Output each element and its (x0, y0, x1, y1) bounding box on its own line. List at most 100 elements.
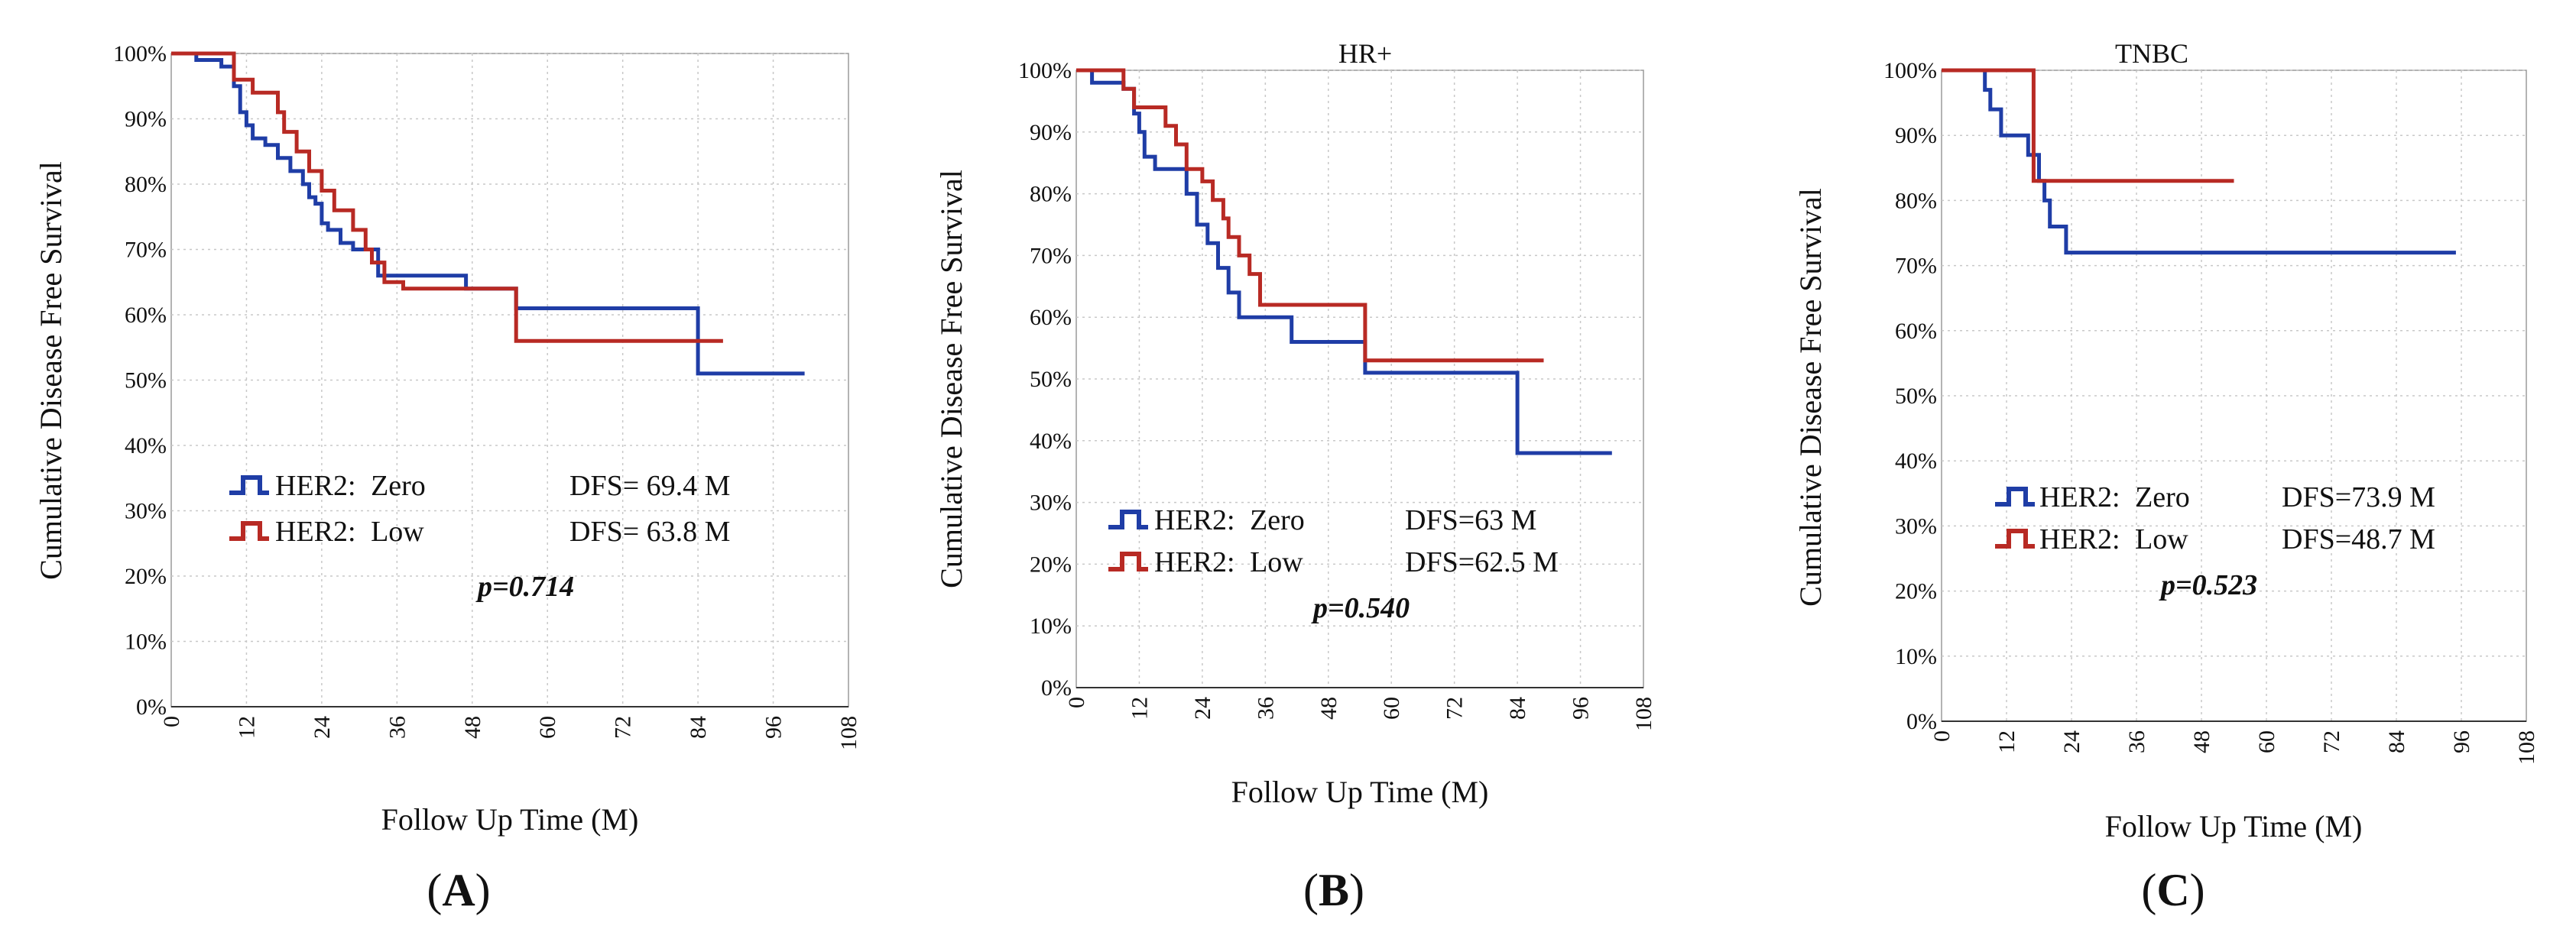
legend-swatch-low (1995, 529, 2035, 549)
legend-item-her2-zero: HER2: Zero DFS= 69.4 M (229, 470, 730, 502)
p-value: p=0.714 (475, 571, 574, 603)
svg-text:HER2: Low: HER2: Low (2039, 523, 2188, 555)
panel-c: 0% 10% 20% 30% 40% 50% 60% 70% 80% 90% 100% 0 12 24 3… (1793, 38, 2539, 915)
x-tick-labels: 0 12 24 36 48 60 72 84 96 108 (1064, 697, 1656, 731)
gridlines (1076, 70, 1643, 688)
legend-swatch-zero (229, 475, 269, 495)
y-tick-label: 70% (1895, 254, 1937, 279)
panel-b: 0% 10% 20% 30% 40% 50% 60% 70% 80% 90% 100% 0 12 24 3… (934, 38, 1656, 915)
svg-text:HER2: Low: HER2: Low (1154, 546, 1303, 578)
x-tick-label: 60 (2254, 730, 2279, 753)
y-tick-label: 50% (1030, 367, 1072, 392)
svg-text:HER2: Low: HER2: Low (275, 516, 424, 548)
x-tick-label: 24 (310, 716, 335, 739)
x-tick-label: 72 (1442, 697, 1468, 720)
legend-swatch-zero (1108, 510, 1148, 529)
legend-label-zero-main: HER2: (2039, 481, 2120, 513)
x-tick-label: 48 (2189, 730, 2214, 753)
x-tick-labels: 0 12 24 36 48 60 72 84 96 108 (159, 716, 861, 750)
y-tick-label: 80% (1030, 182, 1072, 207)
gridlines (1942, 70, 2526, 721)
km-curve-her2-low (1942, 68, 2234, 183)
legend-label-zero-main: HER2: (1154, 504, 1235, 536)
legend-stat-low: DFS= 63.8 M (569, 516, 730, 548)
km-curve-her2-low (171, 51, 723, 343)
x-tick-label: 84 (686, 716, 711, 739)
y-tick-label: 90% (1030, 120, 1072, 145)
x-tick-label: 96 (761, 716, 787, 739)
km-curve-her2-zero (1942, 68, 2456, 255)
y-tick-label: 50% (1895, 384, 1937, 409)
y-tick-label: 50% (125, 368, 167, 393)
x-tick-label: 108 (836, 716, 861, 750)
y-tick-label: 10% (1030, 614, 1072, 639)
legend-stat-zero: DFS=63 M (1405, 504, 1536, 536)
p-value: p=0.523 (2159, 569, 2257, 601)
x-tick-label: 84 (1505, 697, 1530, 720)
legend-stat-low: DFS=62.5 M (1405, 546, 1559, 578)
y-tick-label: 70% (1030, 243, 1072, 268)
y-tick-label: 30% (1895, 513, 1937, 539)
x-tick-label: 24 (1190, 697, 1215, 720)
series-layer (171, 51, 805, 376)
y-tick-label: 10% (125, 630, 167, 655)
y-tick-label: 0% (1041, 675, 1072, 701)
legend-label-zero-sub: Zero (2135, 481, 2190, 513)
y-tick-label: 0% (136, 694, 167, 720)
svg-text:(C): (C) (2141, 865, 2205, 915)
legend-label-low-main: HER2: (2039, 523, 2120, 555)
legend-item-her2-zero: HER2: Zero DFS=63 M (1108, 504, 1536, 536)
x-axis-title: Follow Up Time (M) (1231, 775, 1489, 809)
x-tick-label: 48 (1316, 697, 1342, 720)
x-tick-label: 0 (1064, 697, 1089, 708)
legend-stat-low: DFS=48.7 M (2282, 523, 2435, 555)
x-tick-label: 96 (1569, 697, 1594, 720)
y-axis-title: Cumulative Disease Free Survival (1793, 188, 1828, 607)
y-axis-title: Cumulative Disease Free Survival (34, 161, 68, 580)
legend-swatch-zero (1995, 487, 2035, 507)
chart-title: TNBC (2115, 38, 2188, 69)
chart-title: HR+ (1338, 38, 1392, 69)
legend-label-zero-main: HER2: (275, 470, 356, 502)
x-tick-label: 36 (1253, 697, 1278, 720)
y-tick-label: 40% (125, 433, 167, 458)
legend-item-her2-low: HER2: Low DFS=62.5 M (1108, 546, 1559, 578)
y-tick-label: 80% (1895, 188, 1937, 213)
y-tick-label: 100% (113, 41, 167, 66)
legend-label-low-main: HER2: (1154, 546, 1235, 578)
y-tick-label: 90% (125, 107, 167, 132)
y-tick-label: 30% (1030, 491, 1072, 516)
x-tick-label: 36 (384, 716, 410, 739)
panel-label-c: C (2156, 865, 2189, 915)
x-tick-labels: 0 12 24 36 48 60 72 84 96 108 (1929, 730, 2539, 765)
y-tick-label: 60% (125, 303, 167, 328)
legend-label-low-sub: Low (1250, 546, 1303, 578)
svg-text:HER2: Zero: HER2: Zero (2039, 481, 2190, 513)
y-tick-label: 70% (125, 238, 167, 263)
y-tick-label: 30% (125, 499, 167, 524)
legend-label-low-sub: Low (371, 516, 424, 548)
legend-label-low-main: HER2: (275, 516, 356, 548)
legend-label-low-sub: Low (2135, 523, 2188, 555)
km-curve-her2-zero (1076, 68, 1612, 455)
panel-label-a: A (442, 865, 475, 915)
x-tick-label: 0 (1929, 730, 1955, 742)
gridlines (171, 53, 848, 707)
legend-swatch-low (1108, 552, 1148, 571)
legend-label-zero-sub: Zero (1250, 504, 1305, 536)
x-tick-label: 0 (159, 716, 184, 727)
svg-text:(B): (B) (1303, 865, 1364, 915)
svg-text:HER2: Zero: HER2: Zero (1154, 504, 1305, 536)
y-axis-title: Cumulative Disease Free Survival (934, 170, 968, 588)
legend: HER2: Zero DFS=63 M HER2: Low DFS=62.5 M (1108, 504, 1559, 578)
x-tick-label: 96 (2449, 730, 2474, 753)
svg-text:(A): (A) (427, 865, 490, 915)
y-tick-label: 20% (125, 564, 167, 589)
legend-stat-zero: DFS= 69.4 M (569, 470, 730, 502)
y-tick-label: 40% (1895, 448, 1937, 474)
x-tick-label: 48 (460, 716, 485, 739)
y-tick-label: 100% (1018, 58, 1072, 83)
km-curve-her2-zero (171, 51, 805, 376)
legend-label-zero-sub: Zero (371, 470, 426, 502)
